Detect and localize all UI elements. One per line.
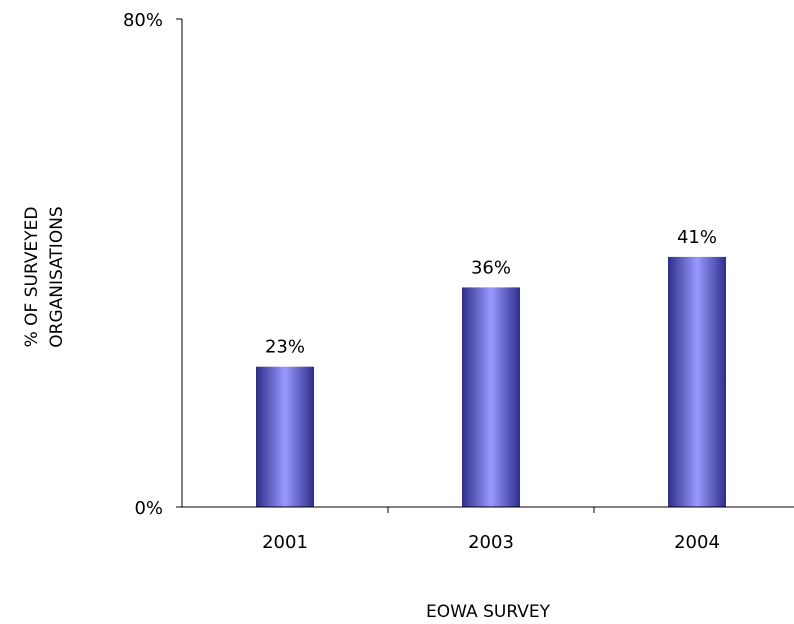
x-tick-label-2001: 2001 <box>262 532 308 553</box>
y-axis-title-line-1: % OF SURVEYED <box>22 207 42 348</box>
data-labels-layer: 23% 36% 41% <box>265 227 717 358</box>
data-label-2001: 23% <box>265 337 305 358</box>
data-label-2004: 41% <box>677 227 717 248</box>
data-label-2003: 36% <box>471 257 511 278</box>
bars-layer <box>256 256 726 507</box>
x-ticks-layer: 2001 2003 2004 <box>262 507 720 553</box>
bar-2003 <box>462 287 520 507</box>
x-axis-title: EOWA SURVEY <box>426 602 551 622</box>
y-tick-label-bottom: 0% <box>134 498 163 519</box>
x-tick-label-2003: 2003 <box>468 532 514 553</box>
y-axis-title-line-2: ORGANISATIONS <box>47 206 67 347</box>
bar-2001 <box>256 366 314 507</box>
x-tick-label-2004: 2004 <box>674 532 720 553</box>
bar-2004 <box>668 256 726 507</box>
y-tick-label-top: 80% <box>123 10 163 31</box>
y-ticks-layer <box>176 18 182 508</box>
